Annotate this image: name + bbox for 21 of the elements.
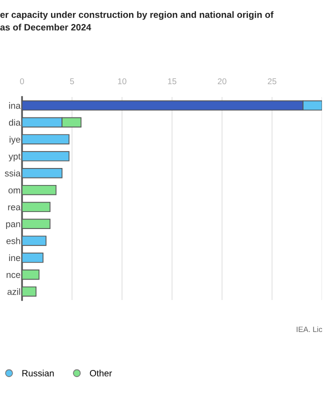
legend-label: Other: [90, 370, 112, 376]
x-tick-label: 20: [218, 78, 226, 84]
y-tick-label: esh: [6, 238, 20, 244]
y-tick-label: dia: [8, 119, 21, 126]
y-tick-label: iye: [10, 136, 20, 144]
y-tick-label: nce: [6, 273, 20, 278]
x-tick-label: 5: [70, 78, 74, 84]
y-tick-label: azil: [7, 288, 20, 295]
y-tick-label: ssia: [4, 170, 21, 176]
y-tick-label: om: [8, 188, 20, 194]
x-tick-label: 25: [268, 78, 276, 84]
chart-title: er capacity under construction by region and national origin of as of December 2024: [0, 11, 274, 31]
x-tick-label: 15: [168, 78, 176, 84]
y-tick-label: ine: [9, 254, 20, 262]
x-tick-label: 0: [20, 78, 24, 84]
y-tick-label: ina: [9, 102, 21, 109]
y-tick-label: ypt: [8, 154, 21, 162]
y-tick-label: rea: [8, 205, 21, 210]
x-tick-label: 10: [118, 78, 126, 84]
legend-label: Russian: [22, 370, 54, 376]
y-tick-label: pan: [6, 222, 20, 230]
